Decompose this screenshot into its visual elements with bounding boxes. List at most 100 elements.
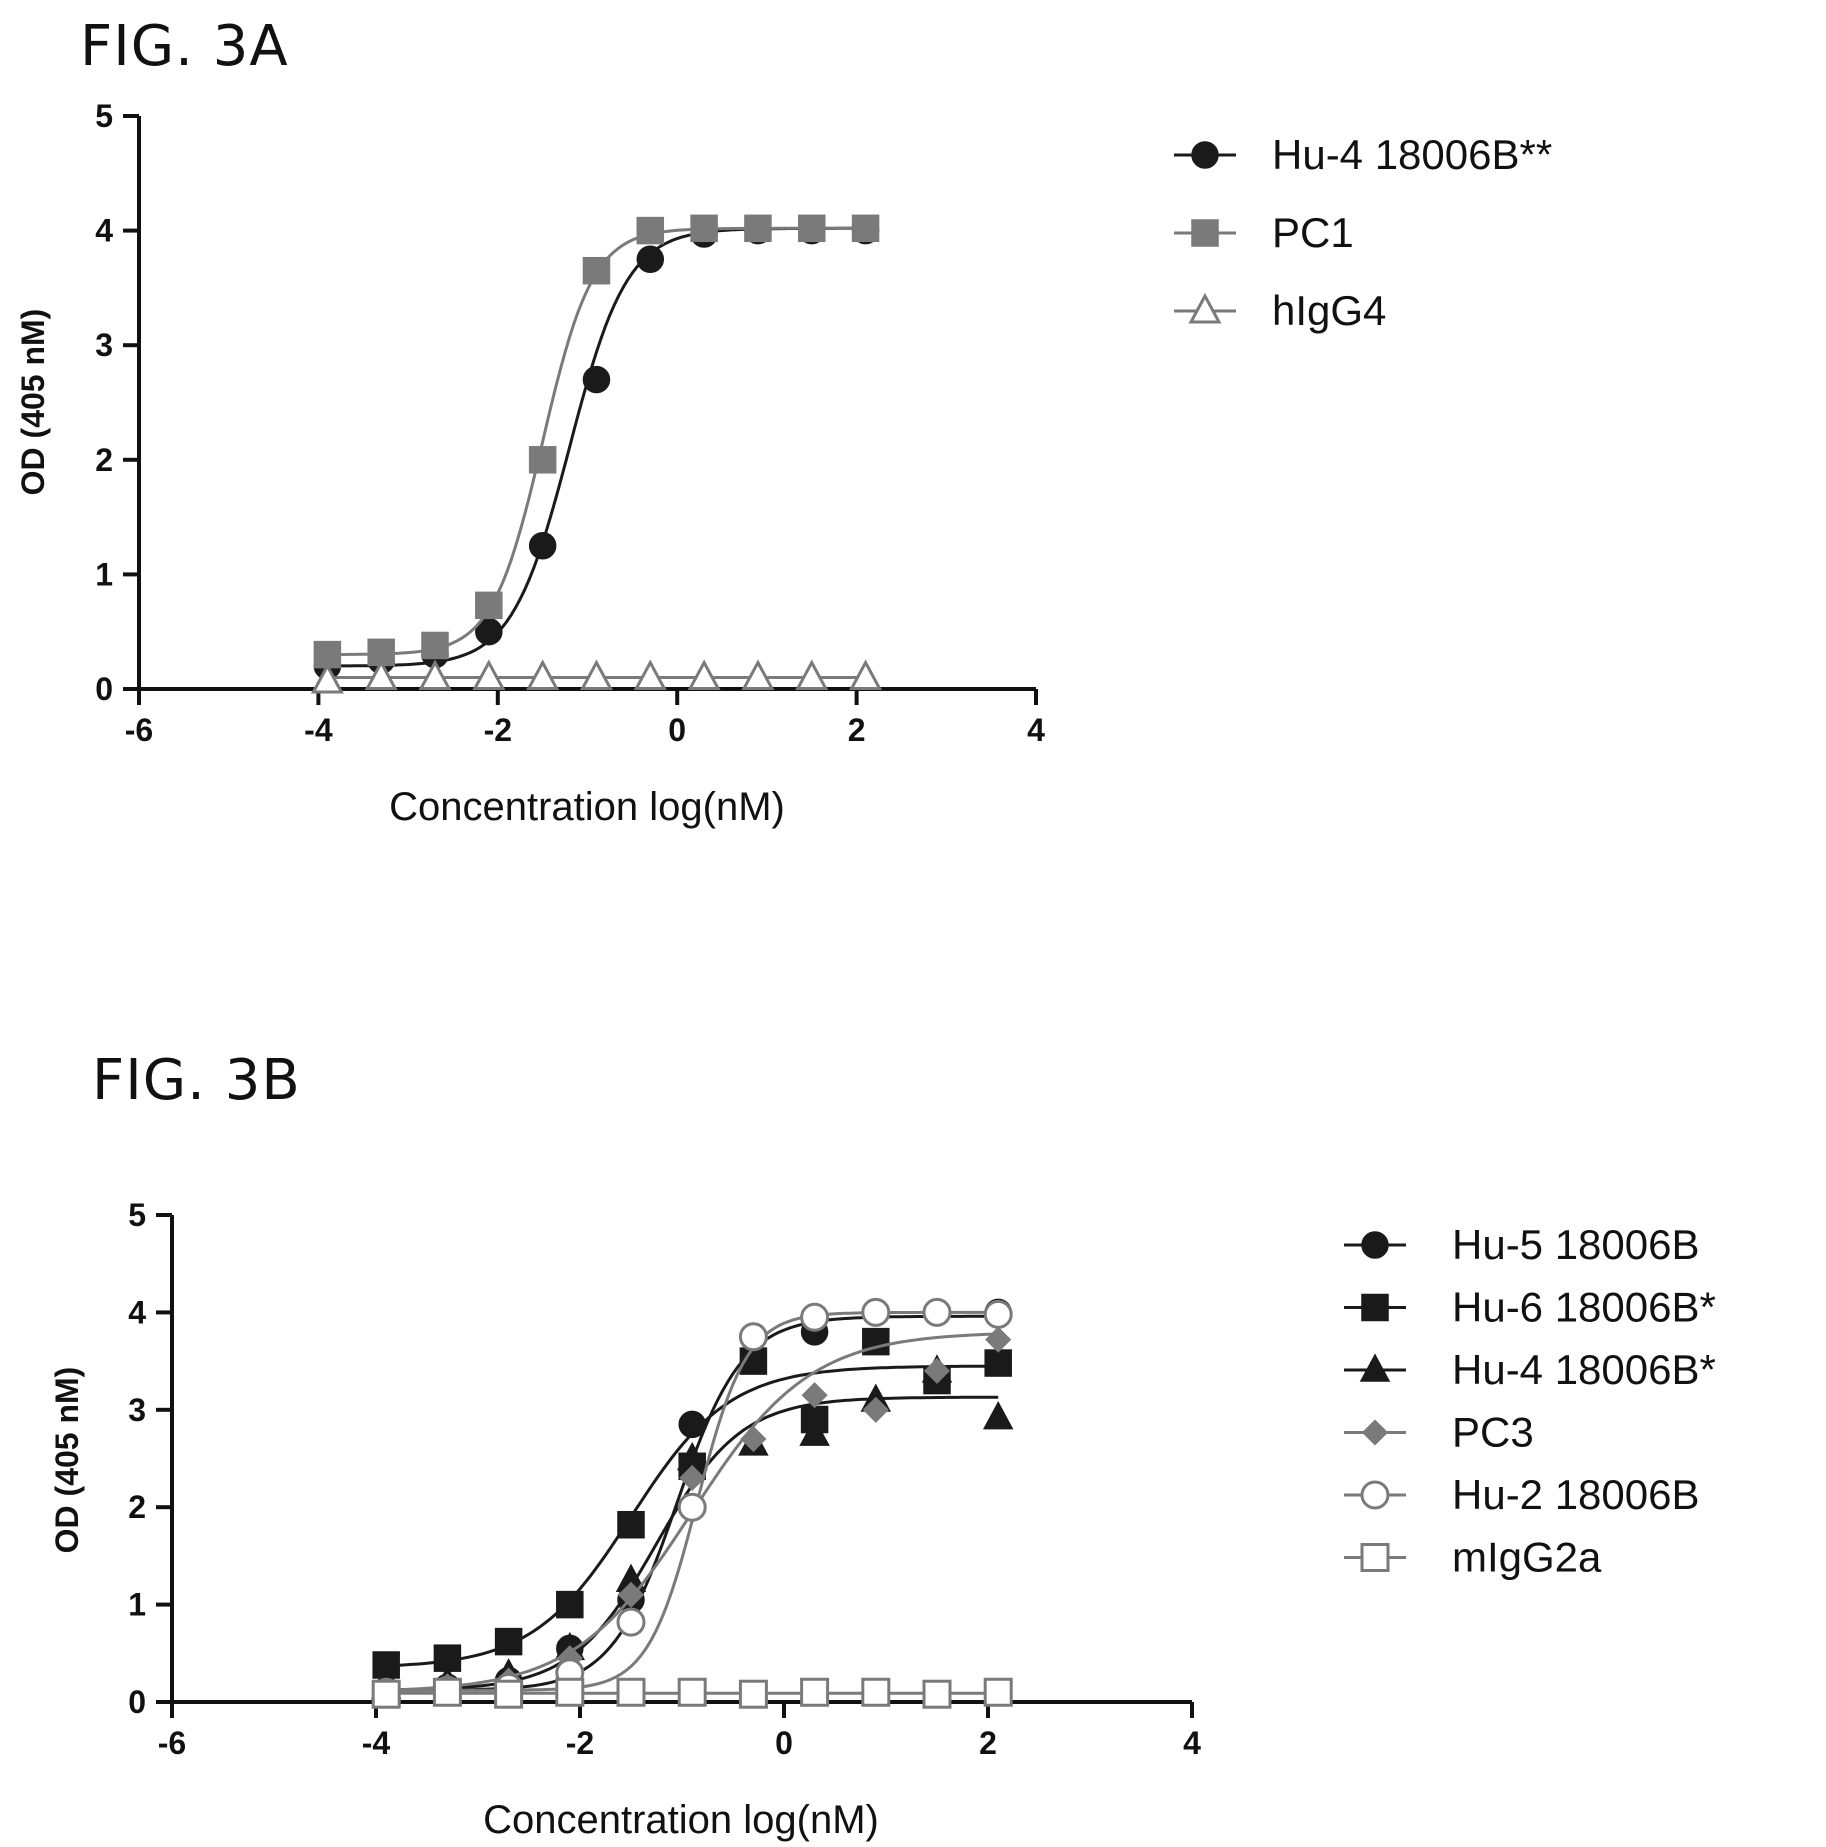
- legend-marker: [1191, 141, 1219, 169]
- data-point-higg4: [633, 659, 667, 691]
- series-migg2a: [371, 1677, 1013, 1709]
- data-point-migg2a: [800, 1677, 830, 1707]
- series-pc1: [313, 214, 880, 669]
- data-point-pc1: [798, 214, 826, 243]
- figure-3b-label: FIG. 3B: [92, 1048, 301, 1113]
- legend-label: mIgG2a: [1452, 1534, 1602, 1581]
- data-point-migg2a: [494, 1679, 524, 1709]
- data-point-pc1: [851, 214, 880, 243]
- y-tick-label: 1: [128, 1587, 146, 1623]
- x-tick-label: 2: [848, 712, 866, 748]
- data-point-pc1: [690, 214, 718, 243]
- chart-figure-3b: -6 -4 -2 0 2 4 0 1 2 3 4 5 Concentration log(nM) OD (…: [49, 1197, 1716, 1842]
- data-point-hu-2-18006b: [677, 1492, 707, 1522]
- series-higg4: [310, 659, 883, 694]
- figure-3a-label: FIG. 3A: [80, 14, 289, 79]
- data-point-higg4: [310, 662, 344, 694]
- data-point-hu-2-18006b: [983, 1299, 1013, 1329]
- data-point-hu-4-18006b: [528, 532, 557, 560]
- legend-label: Hu-6 18006B*: [1452, 1284, 1716, 1331]
- fit-curve-pc1: [327, 226, 866, 656]
- data-point-migg2a: [432, 1677, 462, 1707]
- data-point-hu-4-18006b: [982, 1401, 1014, 1430]
- legend-label: Hu-4 18006B**: [1272, 131, 1552, 178]
- y-tick-label: 5: [128, 1197, 146, 1233]
- data-point-pc3: [617, 1581, 645, 1608]
- data-point-migg2a: [371, 1679, 401, 1709]
- legend-label: Hu-5 18006B: [1452, 1221, 1700, 1268]
- data-point-hu-2-18006b: [616, 1607, 646, 1637]
- data-point-pc1: [475, 591, 503, 620]
- series-hu-4-18006b: [313, 216, 880, 680]
- x-tick-label: 0: [668, 712, 686, 748]
- legend-item-hu-2-18006b: Hu-2 18006B: [1344, 1471, 1700, 1518]
- legend-marker: [1188, 292, 1222, 324]
- data-point-hu-4-18006b: [582, 365, 611, 394]
- legend-item-migg2a: mIgG2a: [1344, 1534, 1602, 1581]
- chart-figure-3a: -6 -4 -2 0 2 4 0 1 2 3 4 5 Concentration log(nM) OD (…: [15, 98, 1552, 829]
- data-point-hu-2-18006b: [922, 1297, 952, 1327]
- data-point-pc3: [985, 1326, 1012, 1353]
- data-point-hu-4-18006b: [799, 1417, 830, 1446]
- y-tick-label: 4: [128, 1294, 146, 1330]
- data-point-higg4: [795, 659, 829, 691]
- data-point-higg4: [741, 659, 775, 691]
- x-tick-label: -4: [304, 712, 333, 748]
- legend-item-higg4: hIgG4: [1174, 287, 1386, 334]
- y-tick-label: 4: [95, 213, 113, 249]
- legend-marker: [1361, 1293, 1389, 1322]
- x-tick-label: -4: [362, 1725, 391, 1761]
- legend-label: hIgG4: [1272, 287, 1386, 334]
- data-point-migg2a: [555, 1677, 585, 1707]
- y-tick-label: 1: [95, 556, 113, 592]
- legend-marker: [1360, 1480, 1390, 1510]
- legend-marker: [1360, 1543, 1390, 1572]
- data-point-migg2a: [677, 1677, 707, 1707]
- data-point-higg4: [418, 659, 452, 691]
- legend-label: PC3: [1452, 1409, 1534, 1456]
- data-point-hu-6-18006b: [494, 1627, 523, 1656]
- data-point-migg2a: [922, 1679, 952, 1709]
- legend-marker: [1361, 1419, 1389, 1446]
- y-tick-label: 2: [95, 442, 113, 478]
- x-tick-label: -2: [484, 712, 512, 748]
- y-tick-label: 3: [128, 1392, 146, 1428]
- data-point-migg2a: [983, 1677, 1013, 1707]
- data-point-hu-2-18006b: [800, 1302, 830, 1332]
- series-hu-6-18006b: [372, 1327, 1012, 1679]
- legend-item-hu-5-18006b: Hu-5 18006B: [1344, 1221, 1700, 1268]
- x-tick-label: -2: [566, 1725, 594, 1761]
- data-point-higg4: [579, 659, 613, 691]
- x-tick-label: -6: [158, 1725, 186, 1761]
- data-point-hu-2-18006b: [861, 1297, 891, 1327]
- data-point-higg4: [364, 659, 398, 691]
- legend-label: PC1: [1272, 209, 1354, 256]
- series-hu-2-18006b: [371, 1297, 1013, 1707]
- legend-item-pc1: PC1: [1174, 209, 1354, 256]
- legend-item-hu-4-18006b: Hu-4 18006B*: [1344, 1346, 1716, 1393]
- data-point-higg4: [849, 659, 883, 691]
- data-point-pc3: [923, 1357, 951, 1384]
- x-tick-label: 2: [979, 1725, 997, 1761]
- data-point-hu-6-18006b: [984, 1349, 1012, 1377]
- data-point-pc3: [679, 1464, 706, 1492]
- data-point-migg2a: [861, 1677, 891, 1707]
- legend-item-hu-4-18006b: Hu-4 18006B**: [1174, 131, 1552, 178]
- series-hu-4-18006b: [370, 1354, 1014, 1700]
- y-tick-label: 0: [95, 671, 113, 707]
- y-tick-label: 2: [128, 1489, 146, 1525]
- legend-item-hu-6-18006b: Hu-6 18006B*: [1344, 1284, 1716, 1331]
- data-point-pc1: [421, 631, 449, 660]
- data-point-higg4: [687, 659, 721, 691]
- data-point-pc1: [582, 256, 611, 285]
- data-point-hu-6-18006b: [556, 1590, 584, 1619]
- legend-label: Hu-4 18006B*: [1452, 1346, 1716, 1393]
- x-tick-label: -6: [125, 712, 153, 748]
- y-tick-label: 5: [95, 98, 113, 134]
- legend-item-pc3: PC3: [1344, 1409, 1534, 1456]
- data-point-pc1: [528, 446, 557, 474]
- data-point-hu-6-18006b: [617, 1510, 645, 1539]
- data-point-hu-4-18006b: [636, 245, 665, 273]
- y-axis-title: OD (405 nM): [15, 309, 51, 496]
